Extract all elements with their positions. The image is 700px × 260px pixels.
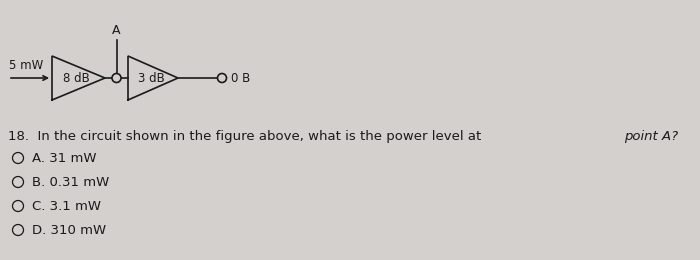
Text: 8 dB: 8 dB (63, 72, 90, 84)
Text: 5 mW: 5 mW (9, 59, 43, 72)
Text: 0 B: 0 B (230, 72, 250, 84)
Text: point A?: point A? (624, 130, 678, 143)
Text: B. 0.31 mW: B. 0.31 mW (32, 176, 108, 188)
Text: C. 3.1 mW: C. 3.1 mW (32, 199, 101, 212)
Text: A: A (112, 24, 120, 37)
Text: 3 dB: 3 dB (138, 72, 164, 84)
Text: D. 310 mW: D. 310 mW (32, 224, 106, 237)
Circle shape (112, 74, 121, 82)
Text: A. 31 mW: A. 31 mW (32, 152, 96, 165)
Circle shape (218, 74, 227, 82)
Text: 18.  In the circuit shown in the figure above, what is the power level at: 18. In the circuit shown in the figure a… (8, 130, 486, 143)
